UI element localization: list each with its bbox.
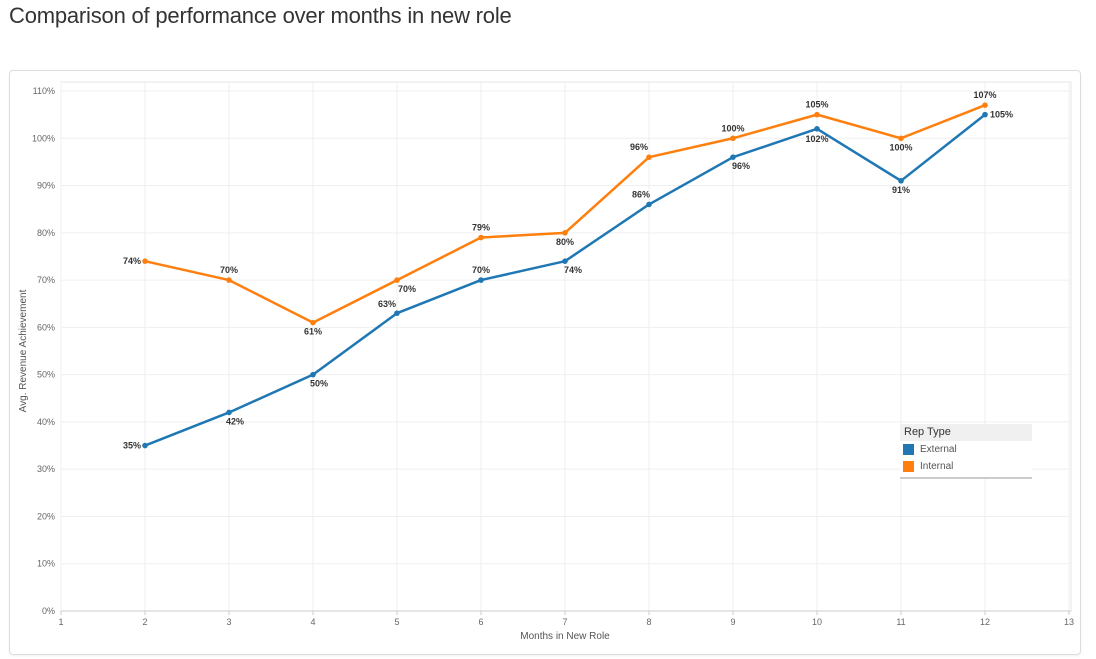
data-label-external: 102% xyxy=(805,134,828,144)
y-tick-label: 100% xyxy=(32,133,55,143)
legend-swatch-internal xyxy=(903,461,914,472)
data-point-external xyxy=(562,258,568,264)
data-point-internal xyxy=(562,230,568,236)
data-point-external xyxy=(730,154,736,160)
x-tick-label: 3 xyxy=(226,617,231,627)
y-tick-label: 40% xyxy=(37,417,55,427)
x-tick-label: 10 xyxy=(812,617,822,627)
data-point-external xyxy=(226,409,232,416)
data-point-internal xyxy=(898,135,904,142)
legend-item-external[interactable]: External xyxy=(900,441,1032,458)
chart-card xyxy=(9,70,1081,655)
data-point-external xyxy=(646,201,652,208)
x-tick-label: 6 xyxy=(478,617,483,627)
data-label-external: 86% xyxy=(632,189,650,199)
x-tick-label: 12 xyxy=(980,617,990,627)
data-point-internal xyxy=(478,234,484,241)
x-tick-label: 11 xyxy=(896,617,905,627)
data-label-external: 63% xyxy=(378,299,396,309)
x-tick-label: 7 xyxy=(562,617,567,627)
y-tick-label: 10% xyxy=(37,559,55,569)
data-point-internal xyxy=(310,319,316,326)
page-title: Comparison of performance over months in… xyxy=(9,3,512,28)
y-tick-label: 0% xyxy=(42,606,55,616)
legend[interactable]: Rep Type External Internal xyxy=(900,424,1032,479)
data-point-external xyxy=(310,371,316,378)
y-tick-label: 90% xyxy=(37,181,55,191)
y-axis-title: Avg. Revenue Achievement xyxy=(18,289,29,412)
data-point-external xyxy=(142,442,148,449)
data-point-external xyxy=(982,111,988,118)
data-label-internal: 70% xyxy=(398,284,416,294)
x-axis-title: Months in New Role xyxy=(520,631,610,642)
x-tick-label: 4 xyxy=(310,617,315,627)
data-point-internal xyxy=(814,111,820,118)
data-label-external: 74% xyxy=(564,265,582,275)
legend-item-internal[interactable]: Internal xyxy=(900,458,1032,475)
data-point-external xyxy=(814,126,820,132)
x-tick-label: 5 xyxy=(394,617,399,627)
y-tick-label: 30% xyxy=(37,464,55,474)
x-tick-label: 8 xyxy=(646,617,651,627)
data-label-internal: 79% xyxy=(472,223,490,233)
y-tick-label: 110% xyxy=(33,86,55,96)
x-tick-label: 2 xyxy=(142,617,147,627)
data-point-internal xyxy=(982,102,988,108)
x-tick-label: 13 xyxy=(1064,617,1074,627)
data-label-internal: 74% xyxy=(123,256,141,266)
data-label-external: 96% xyxy=(732,161,750,171)
data-point-external xyxy=(394,310,400,316)
data-point-external xyxy=(898,178,904,184)
data-label-external: 70% xyxy=(472,265,490,275)
y-tick-label: 50% xyxy=(37,370,55,380)
data-label-external: 42% xyxy=(226,416,244,426)
x-tick-label: 1 xyxy=(58,617,63,627)
data-point-internal xyxy=(730,135,736,142)
y-tick-label: 20% xyxy=(37,511,55,521)
data-label-internal: 100% xyxy=(721,123,744,133)
data-point-internal xyxy=(646,154,652,160)
legend-label-internal: Internal xyxy=(920,461,954,472)
data-label-internal: 96% xyxy=(630,142,648,152)
data-label-internal: 105% xyxy=(805,100,828,110)
data-label-internal: 80% xyxy=(556,237,574,247)
y-tick-label: 70% xyxy=(37,275,55,285)
data-point-internal xyxy=(226,277,232,283)
data-point-internal xyxy=(394,277,400,283)
data-label-internal: 70% xyxy=(220,265,238,275)
data-label-internal: 100% xyxy=(889,142,912,152)
legend-label-external: External xyxy=(920,444,957,455)
data-label-external: 91% xyxy=(892,185,910,195)
data-label-external: 105% xyxy=(990,110,1013,120)
data-point-internal xyxy=(142,258,148,264)
data-label-external: 35% xyxy=(123,441,141,451)
data-label-internal: 61% xyxy=(304,327,322,337)
plot-area xyxy=(60,81,1072,612)
data-label-external: 50% xyxy=(310,379,328,389)
legend-swatch-external xyxy=(903,444,914,455)
x-tick-label: 9 xyxy=(730,617,735,627)
legend-title: Rep Type xyxy=(900,424,1032,441)
data-point-external xyxy=(478,277,484,283)
y-tick-label: 60% xyxy=(37,322,55,332)
data-label-internal: 107% xyxy=(973,90,996,100)
y-tick-label: 80% xyxy=(37,228,55,238)
